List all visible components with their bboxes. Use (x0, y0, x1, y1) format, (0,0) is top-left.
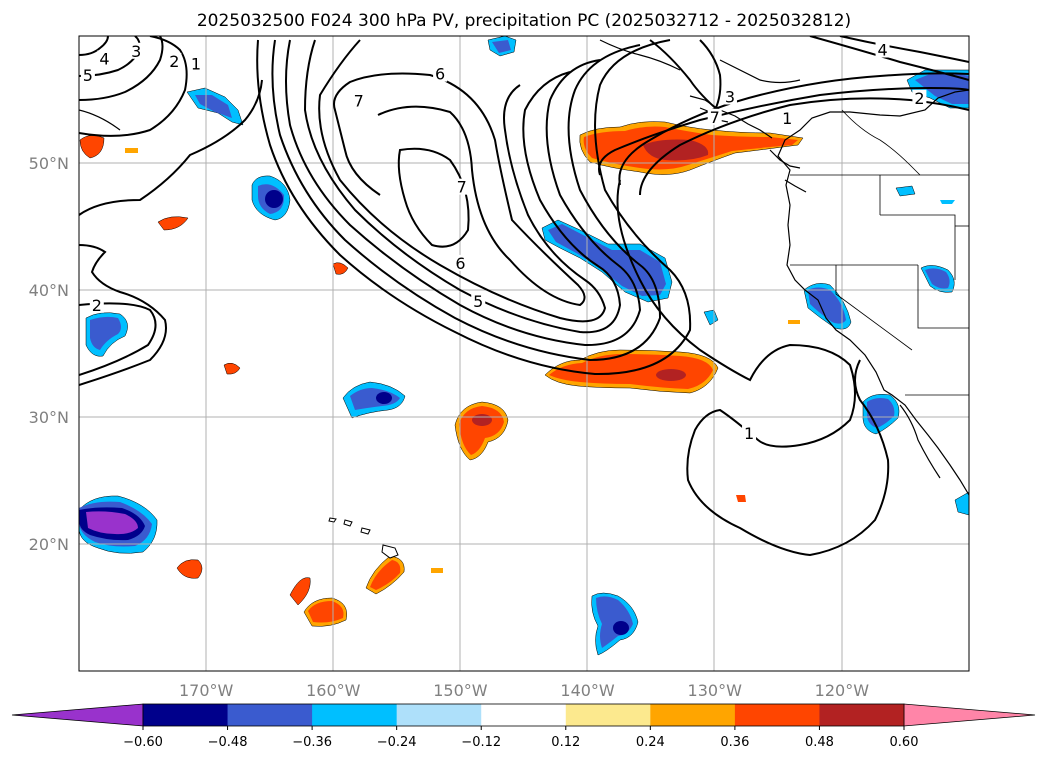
contour-label: 1 (782, 109, 792, 128)
contour-label-bg (722, 88, 737, 105)
contour-label: 3 (131, 42, 141, 61)
colorbar-segment (312, 704, 398, 726)
contour-label-bg (471, 292, 486, 309)
colorbar-tick-label: −0.48 (208, 735, 248, 750)
contour-label-bg (433, 65, 448, 82)
contour-label-bg (188, 55, 203, 72)
colorbar-segment (565, 704, 651, 726)
contour-label: 2 (169, 52, 179, 71)
colorbar: −0.60 −0.48 −0.36 −0.24 −0.12 0.12 0.24 0.36 0.4… (11, 703, 1036, 750)
contour-label: 4 (877, 41, 887, 60)
colorbar-segment (481, 704, 567, 726)
colorbar-segment (396, 704, 482, 726)
contour-label: 7 (710, 108, 720, 127)
colorbar-tick-label: 0.60 (890, 735, 919, 750)
contour-label: 5 (473, 292, 483, 311)
contour-label: 6 (435, 65, 445, 84)
coastlines (79, 39, 969, 496)
contour-label: 1 (744, 424, 754, 443)
lon-label: 140°W (560, 681, 615, 700)
islands (328, 517, 399, 559)
colorbar-outline (142, 703, 905, 727)
map-frame (78, 35, 970, 672)
pv-contours (79, 36, 969, 557)
contour-label: 2 (92, 296, 102, 315)
contour-label-bg (167, 52, 182, 69)
lon-label: 160°W (306, 681, 361, 700)
colorbar-segment (734, 704, 820, 726)
colorbar-extend-low (11, 703, 144, 727)
contour-label: 2 (914, 89, 924, 108)
colorbar-tick-label: 0.48 (805, 735, 834, 750)
precipitation-negative-anomalies (79, 36, 969, 656)
colorbar-tick-label: −0.24 (377, 735, 417, 750)
figure-title: 2025032500 F024 300 hPa PV, precipitatio… (197, 11, 851, 31)
latitude-labels: 50°N 40°N 30°N 20°N (29, 154, 69, 554)
contour-label: 5 (83, 66, 93, 85)
contour-label-bg (351, 92, 366, 109)
contour-label-bg (453, 254, 468, 271)
contour-label-bg (742, 425, 757, 442)
colorbar-tick-label: −0.36 (292, 735, 332, 750)
colorbar-tick-label: 0.36 (720, 735, 749, 750)
contour-label-bg (80, 66, 95, 83)
contour-label-bg (89, 296, 104, 313)
contour-label-bg (97, 50, 112, 67)
lat-label: 50°N (29, 154, 69, 173)
colorbar-extend-high (903, 703, 1036, 727)
lon-label: 130°W (688, 681, 743, 700)
lon-label: 170°W (179, 681, 234, 700)
contour-label: 6 (455, 254, 465, 273)
contour-label-bg (707, 108, 722, 125)
contour-label: 7 (354, 91, 364, 110)
colorbar-segment (227, 704, 313, 726)
lat-label: 30°N (29, 408, 69, 427)
contour-label: 7 (457, 178, 467, 197)
lat-label: 40°N (29, 281, 69, 300)
contour-label: 1 (191, 54, 201, 73)
political-borders (790, 109, 969, 396)
contour-label: 3 (725, 88, 735, 107)
lon-label: 120°W (815, 681, 870, 700)
lat-label: 20°N (29, 535, 69, 554)
colorbar-tick-label: 0.12 (551, 735, 580, 750)
contour-label-bg (780, 110, 795, 127)
map-gridlines (79, 36, 969, 671)
colorbar-segment (143, 704, 229, 726)
contour-label-bg (454, 178, 469, 195)
contour-label-bg (875, 41, 890, 58)
contour-label: 4 (99, 49, 109, 68)
colorbar-tick-label: 0.24 (636, 735, 665, 750)
contour-label-bg (912, 89, 927, 106)
colorbar-segment (819, 704, 905, 726)
contour-label-bg (129, 42, 144, 59)
colorbar-segment (650, 704, 736, 726)
lon-label: 150°W (433, 681, 488, 700)
longitude-labels: 170°W 160°W 150°W 140°W 130°W 120°W (179, 681, 869, 700)
colorbar-tick-label: −0.60 (123, 735, 163, 750)
colorbar-tick-label: −0.12 (461, 735, 501, 750)
